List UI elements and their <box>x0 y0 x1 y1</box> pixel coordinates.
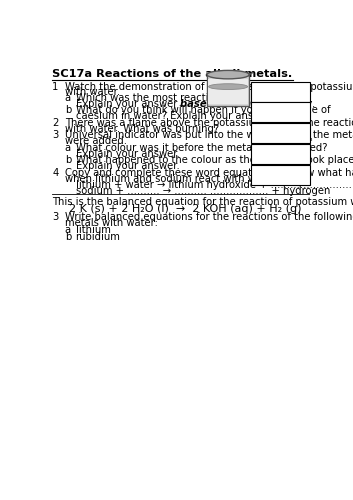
Text: rubidium: rubidium <box>281 158 309 163</box>
Text: b: b <box>65 232 71 242</box>
Text: 37: 37 <box>253 155 261 161</box>
Text: SC17a Reactions of the alkali metals.: SC17a Reactions of the alkali metals. <box>52 69 293 79</box>
Text: 3: 3 <box>52 130 59 140</box>
Text: b: b <box>65 106 71 116</box>
Polygon shape <box>251 164 310 184</box>
Text: sodium: sodium <box>281 116 304 121</box>
Text: Watch the demonstration of lithium, sodium and potassium reacting: Watch the demonstration of lithium, sodi… <box>65 82 353 92</box>
Text: 11: 11 <box>253 114 261 119</box>
Text: Cs: Cs <box>281 168 297 181</box>
Text: rubidium: rubidium <box>76 232 120 242</box>
Text: What colour was it before the metals were added?: What colour was it before the metals wer… <box>76 143 327 153</box>
Text: 4: 4 <box>52 168 59 178</box>
Text: were added.: were added. <box>65 136 127 146</box>
Text: Copy and complete these word equations to show what happens: Copy and complete these word equations t… <box>65 168 353 178</box>
Polygon shape <box>251 82 310 102</box>
Text: 7: 7 <box>253 82 257 88</box>
Text: based on what you saw: based on what you saw <box>180 99 312 109</box>
Text: K: K <box>281 127 290 140</box>
Text: Li: Li <box>281 86 293 98</box>
Text: Explain your answer.: Explain your answer. <box>76 148 179 158</box>
Text: 2: 2 <box>52 118 59 128</box>
Polygon shape <box>251 144 310 164</box>
Text: with water.: with water. <box>65 88 120 98</box>
Text: Universal indicator was put into the water before the metals: Universal indicator was put into the wat… <box>65 130 353 140</box>
Text: sodium + .......... → .......... .................. + hydrogen: sodium + .......... → .......... .......… <box>76 186 330 196</box>
Text: 85: 85 <box>253 145 261 151</box>
Text: 39: 39 <box>253 124 261 130</box>
Text: caesium: caesium <box>281 178 307 184</box>
Polygon shape <box>207 74 249 106</box>
Ellipse shape <box>209 84 247 89</box>
Text: 23: 23 <box>253 104 261 110</box>
Text: Rb: Rb <box>281 148 299 161</box>
Text: a: a <box>65 94 71 104</box>
Text: with water. What was burning?: with water. What was burning? <box>65 124 219 134</box>
Text: metals with water:: metals with water: <box>65 218 157 228</box>
Text: 133: 133 <box>253 166 265 172</box>
Text: What happened to the colour as the reaction took place?: What happened to the colour as the react… <box>76 155 353 165</box>
Text: 19: 19 <box>253 134 261 140</box>
Text: Na: Na <box>281 106 299 120</box>
Text: 55: 55 <box>253 176 261 182</box>
Text: Explain your answer.: Explain your answer. <box>76 161 179 171</box>
Text: 2 K (s) + 2 H₂O (l)  →  2 KOH (aq) + H₂ (g): 2 K (s) + 2 H₂O (l) → 2 KOH (aq) + H₂ (g… <box>69 204 301 214</box>
Text: What do you think will happen if you put a piece of: What do you think will happen if you put… <box>76 106 330 116</box>
Text: a: a <box>65 143 71 153</box>
Text: Explain your answer: Explain your answer <box>76 99 180 109</box>
Text: lithium: lithium <box>281 96 303 100</box>
Text: This is the balanced equation for the reaction of potassium with water.: This is the balanced equation for the re… <box>52 198 353 207</box>
Polygon shape <box>251 102 310 122</box>
Text: Write balanced equations for the reactions of the following alkali: Write balanced equations for the reactio… <box>65 212 353 222</box>
Text: 3: 3 <box>253 93 257 99</box>
Text: Which was the most reactive?: Which was the most reactive? <box>76 94 225 104</box>
Text: when lithium and sodium react with water.: when lithium and sodium react with water… <box>65 174 278 184</box>
Text: b: b <box>65 155 71 165</box>
Ellipse shape <box>207 70 249 79</box>
Text: 3: 3 <box>52 212 59 222</box>
Polygon shape <box>251 123 310 143</box>
Text: 1: 1 <box>52 82 59 92</box>
Text: lithium: lithium <box>76 225 110 235</box>
Text: There was a flame above the potassium during the reaction: There was a flame above the potassium du… <box>65 118 353 128</box>
Text: caesium in water? Explain your answer.: caesium in water? Explain your answer. <box>76 111 274 121</box>
Text: potassium: potassium <box>281 137 313 142</box>
Text: lithium + water → lithium hydroxide + ............................: lithium + water → lithium hydroxide + ..… <box>76 180 353 190</box>
Text: .: . <box>312 99 316 109</box>
Text: a: a <box>65 225 71 235</box>
Polygon shape <box>208 79 248 104</box>
